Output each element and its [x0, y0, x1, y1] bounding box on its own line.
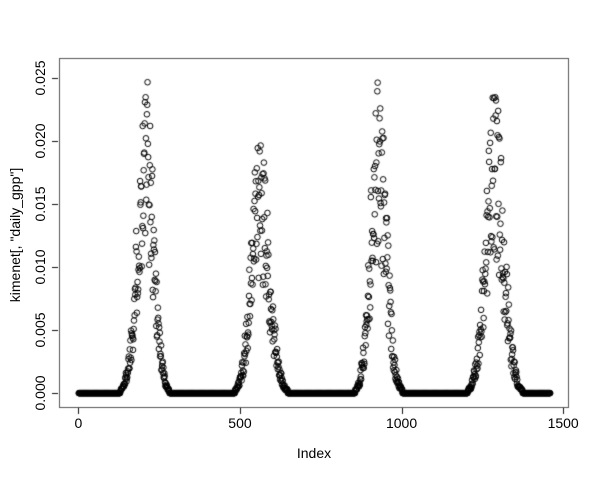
x-tick-label: 500	[228, 415, 252, 431]
y-tick-label: 0.005	[32, 312, 48, 348]
y-tick-label: 0.000	[32, 375, 48, 411]
y-tick-label: 0.010	[32, 249, 48, 285]
x-tick-label: 1000	[385, 415, 418, 431]
y-tick-label: 0.025	[32, 60, 48, 96]
y-tick-label: 0.015	[32, 186, 48, 222]
y-axis-title: kimenet[, "daily_gpp"]	[7, 167, 23, 303]
x-axis-title: Index	[296, 445, 332, 461]
x-tick-label: 1500	[547, 415, 579, 431]
x-tick-label: 0	[74, 415, 83, 431]
y-tick-label: 0.020	[32, 123, 48, 159]
